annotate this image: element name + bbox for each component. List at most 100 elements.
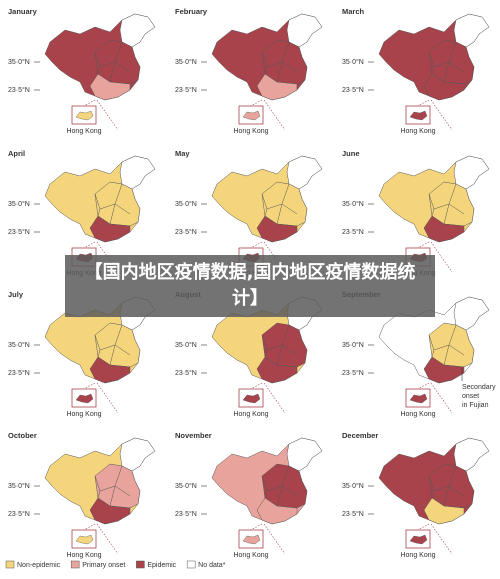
hong-kong-shape	[242, 534, 261, 545]
latitude-label: 35·0°N	[342, 341, 364, 349]
hong-kong-label: Hong Kong	[66, 128, 101, 135]
hong-kong-shape	[409, 534, 428, 545]
map-panel: February 35·0°N 23·5°N Hong Kong	[175, 7, 323, 135]
month-label: July	[8, 290, 24, 299]
province-lines	[261, 465, 298, 507]
region-south	[89, 497, 131, 525]
china-map	[211, 155, 323, 243]
inset-connector	[96, 523, 119, 555]
map-panel: October 35·0°N 23·5°N Hong Kong	[8, 431, 156, 559]
region-northeast	[286, 437, 323, 472]
latitude-label: 35·0°N	[175, 200, 197, 208]
latitude-label: 35·0°N	[8, 482, 30, 490]
region-south	[423, 356, 465, 384]
inset-connector	[430, 99, 453, 131]
month-label: November	[175, 431, 212, 440]
hong-kong-label: Hong Kong	[400, 552, 435, 559]
region-northeast	[453, 13, 490, 48]
legend-swatch	[70, 560, 80, 569]
china-map	[44, 437, 156, 525]
latitude-label: 23·5°N	[8, 510, 30, 518]
latitude-label: 35·0°N	[175, 341, 197, 349]
annotation-line: onset	[462, 393, 479, 400]
province-lines	[428, 465, 465, 507]
month-label: May	[175, 149, 190, 158]
region-northeast	[119, 13, 156, 48]
annotation: Secondary onset in Fujian	[462, 384, 496, 409]
province-lines	[94, 41, 131, 83]
latitude-label: 35·0°N	[8, 341, 30, 349]
latitude-label: 23·5°N	[8, 86, 30, 94]
region-south	[256, 497, 298, 525]
legend-swatch	[5, 560, 15, 569]
banner-title: 【国内地区疫情数据,国内地区疫情数据统计】	[84, 262, 416, 309]
region-south	[256, 73, 298, 101]
banner: 【国内地区疫情数据,国内地区疫情数据统计】	[65, 255, 435, 317]
region-south	[423, 73, 465, 101]
legend-label: No data*	[198, 562, 226, 569]
hong-kong-label: Hong Kong	[400, 411, 435, 418]
hong-kong-label: Hong Kong	[233, 552, 268, 559]
hong-kong-shape	[242, 393, 261, 404]
latitude-label: 23·5°N	[175, 510, 197, 518]
hong-kong-label: Hong Kong	[66, 411, 101, 418]
latitude-label: 35·0°N	[342, 482, 364, 490]
region-south	[89, 356, 131, 384]
region-northeast	[286, 155, 323, 190]
region-northeast	[453, 155, 490, 190]
legend-label: Primary onset	[82, 562, 125, 569]
region-northeast	[119, 155, 156, 190]
latitude-label: 23·5°N	[175, 369, 197, 377]
hong-kong-shape	[409, 110, 428, 121]
map-panel: December 35·0°N 23·5°N Hong Kong	[342, 431, 490, 559]
region-northeast	[453, 437, 490, 472]
month-label: January	[8, 7, 38, 16]
month-label: October	[8, 431, 37, 440]
month-label: December	[342, 431, 378, 440]
month-label: June	[342, 149, 360, 158]
hong-kong-shape	[75, 110, 94, 121]
inset-connector	[96, 99, 119, 131]
latitude-label: 23·5°N	[342, 86, 364, 94]
china-map	[378, 155, 490, 243]
province-lines	[261, 324, 298, 366]
legend-label: Non-epidemic	[17, 562, 61, 569]
month-label: April	[8, 149, 25, 158]
inset-connector	[430, 382, 453, 414]
province-lines	[94, 183, 131, 225]
latitude-label: 23·5°N	[8, 369, 30, 377]
inset-connector	[263, 382, 286, 414]
latitude-label: 35·0°N	[342, 58, 364, 66]
china-map	[378, 13, 490, 101]
china-map	[211, 13, 323, 101]
latitude-label: 23·5°N	[175, 228, 197, 236]
hong-kong-label: Hong Kong	[233, 411, 268, 418]
map-panel: January 35·0°N 23·5°N Hong Kong	[8, 7, 156, 135]
china-map	[378, 296, 490, 384]
region-northeast	[286, 13, 323, 48]
latitude-label: 23·5°N	[342, 510, 364, 518]
legend-swatch	[136, 560, 145, 569]
region-south	[89, 215, 131, 243]
legend-swatch	[186, 560, 196, 569]
legend-label: Epidemic	[147, 562, 176, 569]
map-panel: March 35·0°N 23·5°N Hong Kong	[342, 7, 490, 135]
latitude-label: 35·0°N	[175, 482, 197, 490]
map-panel: November 35·0°N 23·5°N Hong Kong	[175, 431, 323, 559]
hong-kong-shape	[75, 534, 94, 545]
month-label: March	[342, 7, 365, 16]
latitude-label: 23·5°N	[8, 228, 30, 236]
latitude-label: 23·5°N	[342, 228, 364, 236]
hong-kong-label: Hong Kong	[233, 128, 268, 135]
latitude-label: 35·0°N	[8, 200, 30, 208]
latitude-label: 23·5°N	[342, 369, 364, 377]
province-lines	[261, 41, 298, 83]
month-label: February	[175, 7, 208, 16]
region-south	[256, 356, 298, 384]
province-lines	[94, 465, 131, 507]
region-south	[423, 497, 465, 525]
province-lines	[428, 324, 465, 366]
inset-connector	[430, 241, 453, 273]
